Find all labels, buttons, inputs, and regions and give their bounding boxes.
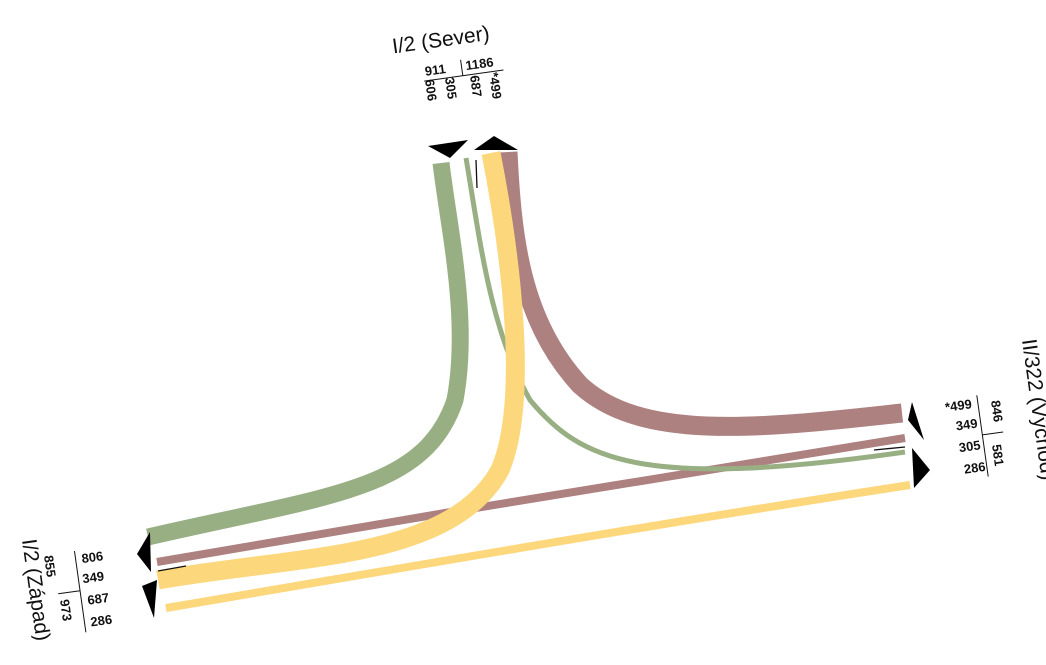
east-left-2: 349: [955, 416, 979, 434]
lane-mark: [873, 446, 906, 451]
road-name-east: II/322 (Východ): [1017, 337, 1046, 481]
west-lower-right-1: 687: [86, 590, 110, 608]
flow-west-to-east: [165, 481, 911, 612]
road-name-west: I/2 (Západ): [17, 537, 54, 642]
flow-north-to-west: [146, 161, 469, 546]
west-upper-right-1: 806: [81, 548, 105, 566]
arrow-north-out: [474, 136, 518, 150]
arrow-north-in: [428, 140, 468, 158]
west-upper-left: 855: [41, 554, 59, 578]
lane-mark: [157, 565, 187, 572]
east-right-2: 581: [989, 443, 1007, 467]
flow-north-to-east: [498, 151, 904, 436]
lane-mark: [475, 159, 478, 189]
arrow-west-in: [137, 532, 151, 572]
east-left-1: *499: [944, 396, 973, 415]
north-rot-4: *499: [486, 71, 505, 100]
north-rot-3: 687: [467, 74, 485, 98]
east-left-3: 305: [958, 437, 982, 455]
east-left-4: 286: [963, 459, 987, 477]
flow-west-to-north: [156, 151, 525, 590]
arrow-west-out: [142, 580, 157, 618]
north-rot-1: 606: [422, 78, 440, 102]
road-name-north: I/2 (Sever): [391, 22, 491, 58]
north-volume-out: 1186: [464, 54, 494, 73]
north-rot-2: 305: [442, 76, 460, 100]
arrow-east-out: [912, 448, 930, 488]
east-right-1: 846: [988, 399, 1006, 423]
flow-north-to-east-thin: [463, 157, 906, 472]
west-lower-left: 973: [57, 598, 75, 622]
west-upper-right-2: 349: [81, 568, 105, 586]
north-volume-in: 911: [424, 61, 447, 79]
arrow-east-in: [908, 402, 924, 440]
flow-east-to-west: [156, 434, 906, 566]
west-lower-right-2: 286: [89, 612, 113, 630]
